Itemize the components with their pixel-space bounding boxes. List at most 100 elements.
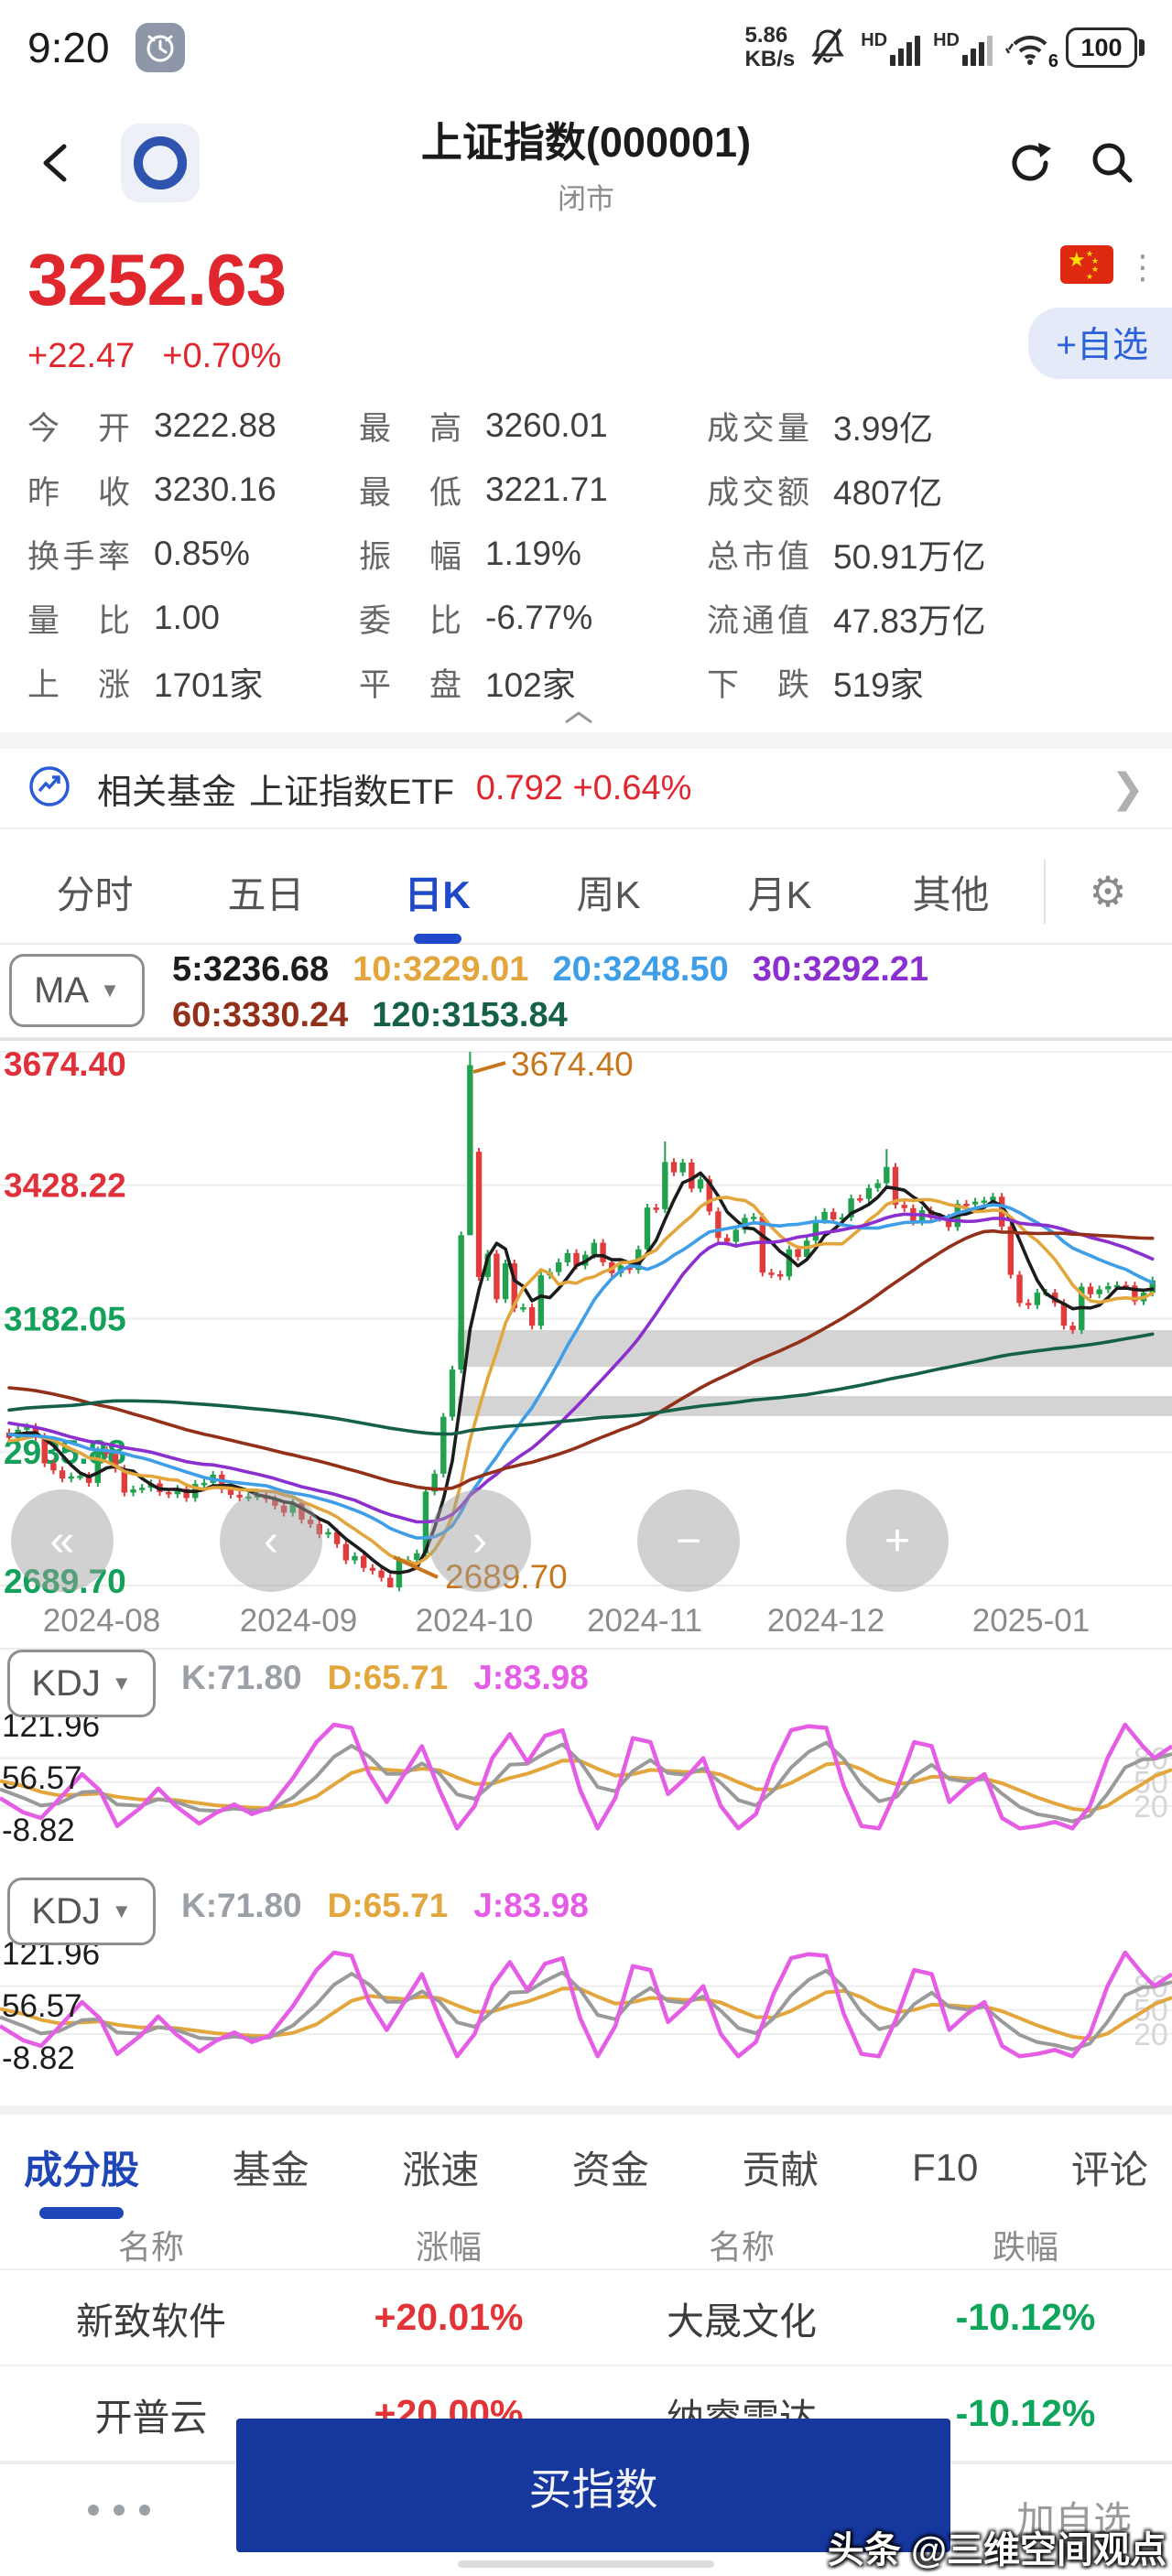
- related-fund-bar[interactable]: 相关基金 上证指数ETF 0.792 +0.64% ❯: [0, 749, 1172, 829]
- stat-label: 换手率: [27, 538, 130, 575]
- indicator-selector-dropdown[interactable]: KDJ ▼: [7, 1650, 156, 1717]
- stat-value: 102家: [485, 666, 576, 704]
- chart-control-button[interactable]: −: [637, 1489, 740, 1592]
- stat-label: 成交量: [707, 410, 809, 447]
- svg-text:3674.40: 3674.40: [4, 1045, 126, 1083]
- search-icon[interactable]: [1086, 136, 1139, 189]
- x-axis-label: 2024-09: [239, 1603, 358, 1639]
- sim2-signal-icon: HD: [933, 30, 993, 66]
- status-bar: 9:20 5.86 KB/s HD HD 6 100: [0, 0, 1172, 95]
- more-options-button[interactable]: [88, 2505, 150, 2516]
- fund-label: 相关基金: [97, 773, 237, 812]
- stat-value: -6.77%: [485, 599, 593, 636]
- svg-text:2689.70: 2689.70: [4, 1563, 126, 1600]
- stat-value: 47.83万亿: [833, 602, 986, 640]
- svg-text:56.57: 56.57: [2, 1760, 82, 1796]
- refresh-icon[interactable]: [1004, 135, 1058, 190]
- stock-name: 大晟文化: [667, 2300, 817, 2343]
- svg-text:20: 20: [1134, 1790, 1168, 1824]
- tab-constituents[interactable]: 成分股: [24, 2123, 139, 2219]
- fund-quote: 0.792 +0.64%: [475, 768, 692, 807]
- section-gap: [0, 732, 1172, 749]
- stat-value: 519家: [833, 666, 924, 704]
- stat-value: 3.99亿: [833, 410, 934, 448]
- chart-control-button[interactable]: ›: [429, 1489, 531, 1592]
- x-axis-label: 2024-08: [42, 1603, 161, 1639]
- table-row[interactable]: 新致软件 +20.01% 大晟文化 -10.12%: [0, 2270, 1172, 2366]
- tab-5day[interactable]: 五日: [227, 872, 305, 916]
- ma-selector-dropdown[interactable]: MA ▼: [9, 954, 145, 1027]
- kdj-j-value: J:83.98: [473, 1659, 589, 1696]
- indicator-selector-dropdown[interactable]: KDJ ▼: [7, 1878, 156, 1945]
- kebab-menu-icon[interactable]: ⋮: [1126, 247, 1159, 286]
- chart-x-axis: 2024-08 2024-09 2024-10 2024-11 2024-12 2025-…: [0, 1597, 1172, 1650]
- stats-grid: 今开 3222.88 最高 3260.01 成交量 3.99亿 昨收 3230.16 最…: [0, 384, 1172, 732]
- stat-label: 上涨: [27, 666, 130, 703]
- home-indicator[interactable]: [458, 2560, 714, 2568]
- stat-label: 总市值: [707, 538, 809, 575]
- bottom-action-bar: 买指数 加自选 头条 @三维空间观点: [0, 2419, 1172, 2571]
- svg-text:-8.82: -8.82: [2, 2040, 75, 2076]
- tab-contribution[interactable]: 贡献: [742, 2148, 819, 2192]
- ma120-value: 120:3153.84: [372, 996, 568, 1034]
- tab-speed[interactable]: 涨速: [402, 2148, 480, 2192]
- wifi-icon: 6: [1004, 26, 1058, 71]
- stat-value: 4807亿: [833, 474, 943, 512]
- fund-name: 上证指数ETF: [249, 773, 454, 812]
- stat-label: 昨收: [27, 474, 130, 511]
- back-button[interactable]: [33, 137, 84, 189]
- add-watchlist-bottom-button[interactable]: 加自选: [1015, 2499, 1132, 2542]
- stat-label: 最高: [359, 410, 461, 447]
- svg-text:★: ★: [1091, 256, 1099, 265]
- trend-circle-icon: [27, 764, 71, 813]
- tab-f10[interactable]: F10: [911, 2145, 979, 2189]
- app-logo[interactable]: [121, 124, 200, 202]
- candlestick-chart[interactable]: 3674.40 3428.22 3182.05 2935.88 2689.70 3674.…: [0, 1039, 1172, 1600]
- stat-value: 50.91万亿: [833, 538, 986, 576]
- mute-bell-icon: [808, 24, 848, 72]
- network-speed: 5.86 KB/s: [744, 23, 796, 71]
- tab-comments[interactable]: 评论: [1070, 2148, 1148, 2192]
- stock-name: 新致软件: [76, 2300, 226, 2343]
- tab-other[interactable]: 其他: [912, 872, 990, 916]
- period-tab-bar: 分时 五日 日K 周K 月K 其他 ⚙: [0, 840, 1172, 945]
- ma10-value: 10:3229.01: [353, 950, 529, 989]
- table-header: 名称 涨幅 名称 跌幅: [0, 2220, 1172, 2270]
- buy-index-button[interactable]: 买指数: [236, 2419, 950, 2552]
- stat-label: 量比: [27, 602, 130, 639]
- stat-label: 平盘: [359, 666, 461, 703]
- stat-value: 3260.01: [485, 406, 608, 444]
- kdj-j-value: J:83.98: [473, 1887, 589, 1924]
- stat-value: 1.00: [154, 599, 221, 636]
- tab-weekly-k[interactable]: 周K: [576, 872, 641, 916]
- kdj-k-value: K:71.80: [181, 1659, 302, 1696]
- add-watchlist-button[interactable]: +自选: [1028, 308, 1172, 379]
- ma20-value: 20:3248.50: [552, 950, 729, 989]
- gear-icon[interactable]: ⚙: [1089, 868, 1127, 915]
- tab-daily-k[interactable]: 日K: [352, 846, 523, 944]
- kdj-k-value: K:71.80: [181, 1887, 302, 1924]
- tab-funds[interactable]: 基金: [232, 2148, 309, 2192]
- tab-monthly-k[interactable]: 月K: [747, 872, 812, 916]
- stat-value: 3230.16: [154, 471, 277, 508]
- tab-capital[interactable]: 资金: [571, 2148, 649, 2192]
- chart-control-button[interactable]: ‹: [220, 1489, 322, 1592]
- svg-text:56.57: 56.57: [2, 1988, 82, 2024]
- x-axis-label: 2024-11: [587, 1603, 702, 1639]
- kdj-panel-1-header: KDJ ▼ K:71.80 D:65.71 J:83.98: [0, 1650, 1172, 1717]
- chart-control-button[interactable]: +: [846, 1489, 949, 1592]
- header-titles: 上证指数(000001) 闭市: [0, 109, 1172, 217]
- col-loss: 跌幅: [992, 2227, 1058, 2266]
- svg-text:★: ★: [1091, 265, 1099, 274]
- collapse-chevron-icon[interactable]: [560, 709, 597, 731]
- section-divider: [0, 2105, 1172, 2115]
- stock-gain: +20.01%: [374, 2296, 524, 2338]
- col-gain: 涨幅: [415, 2227, 482, 2266]
- svg-text:3428.22: 3428.22: [4, 1167, 126, 1205]
- svg-text:2689.70: 2689.70: [445, 1558, 568, 1596]
- watermark: 头条 @三维空间观点: [827, 2530, 1167, 2571]
- tab-minute[interactable]: 分时: [56, 872, 134, 916]
- chart-control-button[interactable]: «: [11, 1489, 114, 1592]
